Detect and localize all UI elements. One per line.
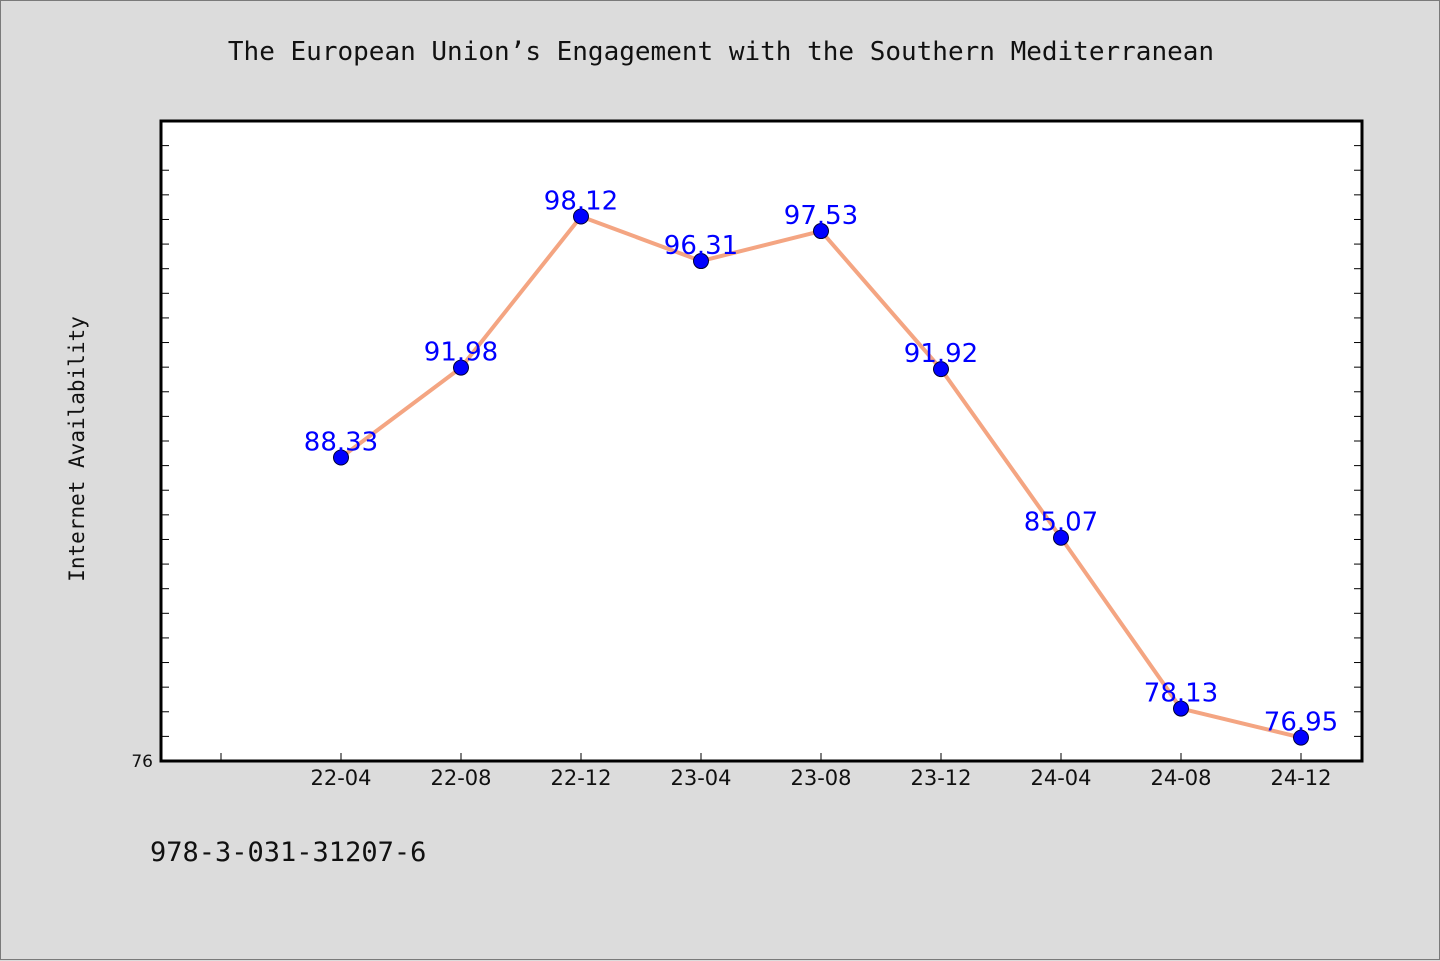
data-point: [453, 359, 469, 376]
y-tick-label: 76: [131, 752, 153, 772]
data-label: 88.33: [304, 427, 378, 457]
data-point: [933, 361, 949, 378]
chart-title: The European Union’s Engagement with the…: [227, 37, 1215, 67]
x-tick-label: 22-04: [310, 766, 371, 790]
x-tick-label: 22-08: [430, 766, 491, 790]
data-point: [1173, 700, 1189, 717]
data-label: 91.92: [904, 339, 978, 369]
data-markers: [333, 208, 1309, 746]
axis-ticks: 76 22-04 22-08 22-12 23-04 23-08 23-12 24-04 24-…: [131, 145, 1362, 790]
data-point: [813, 223, 829, 240]
x-tick-label: 23-12: [910, 766, 971, 790]
x-tick-label: 23-08: [790, 766, 851, 790]
data-labels: 88.33 91.98 98.12 96.31 97.53 91.92 85.07 78.13…: [304, 187, 1338, 738]
data-label: 97.53: [784, 201, 858, 231]
data-point: [1293, 729, 1309, 746]
x-tick-label: 22-12: [550, 766, 611, 790]
footer-identifier: 978-3-031-31207-6: [150, 837, 427, 868]
data-point: [1053, 529, 1069, 546]
data-point: [693, 253, 709, 270]
x-tick-label: 24-12: [1270, 766, 1331, 790]
data-point: [333, 449, 349, 466]
data-label: 98.12: [544, 187, 618, 217]
data-label: 91.98: [424, 338, 498, 368]
data-label: 78.13: [1144, 679, 1218, 709]
x-tick-label: 24-04: [1030, 766, 1091, 790]
x-tick-label: 24-08: [1150, 766, 1211, 790]
data-label: 76.95: [1264, 708, 1338, 738]
data-label: 85.07: [1024, 508, 1098, 538]
data-label: 96.31: [664, 231, 738, 261]
x-tick-label: 23-04: [670, 766, 731, 790]
data-point: [573, 208, 589, 225]
